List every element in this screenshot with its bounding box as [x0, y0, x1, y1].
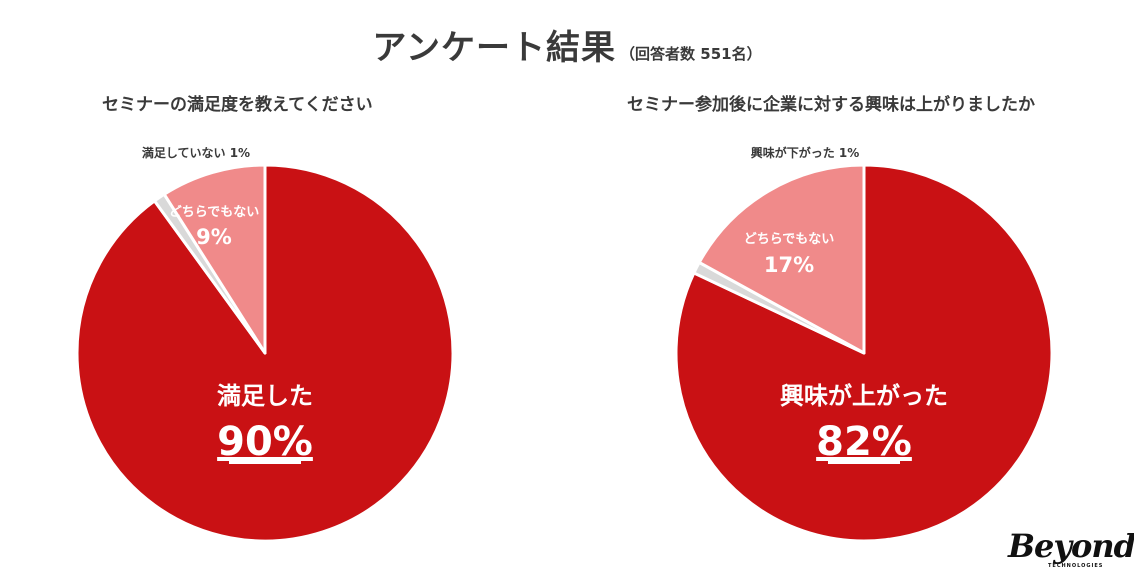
pie-2-slice-3-value: 17%	[764, 253, 814, 277]
logo-name: Beyond	[1008, 527, 1134, 565]
chart-1-title: セミナーの満足度を教えてください	[102, 95, 373, 115]
header: アンケート結果 （回答者数 551名）	[0, 20, 1134, 69]
pie-1-slice-3-value: 9%	[196, 225, 232, 249]
logo-tagline: TECHNOLOGIES	[1048, 563, 1104, 569]
chart-2-title: セミナー参加後に企業に対する興味は上がりましたか	[627, 95, 1035, 115]
page-title: アンケート結果	[372, 28, 617, 68]
pie-2-slice-3	[697, 163, 866, 355]
pie-1-slice-1-value: 90%	[217, 419, 313, 465]
pie-2-slice-2-label: 興味が下がった 1%	[751, 145, 860, 160]
pie-2-slice-1-value: 82%	[816, 419, 912, 465]
page-subtitle: （回答者数 551名）	[620, 45, 762, 63]
pie-1-slice-1-label: 満足した	[217, 382, 313, 410]
pie-2-value-underline	[828, 461, 900, 464]
pie-1-slice-3-label: どちらでもない	[169, 205, 260, 220]
pie-2-slice-3-label: どちらでもない	[744, 232, 835, 247]
beyond-logo: Beyond TECHNOLOGIES	[1008, 527, 1134, 579]
pie-1-slice-2-label: 満足していない 1%	[142, 145, 250, 160]
pie-1-slice-3	[162, 163, 267, 355]
pie-2-slice-1-label: 興味が上がった	[780, 382, 948, 410]
pie-1-value-underline	[229, 461, 301, 464]
